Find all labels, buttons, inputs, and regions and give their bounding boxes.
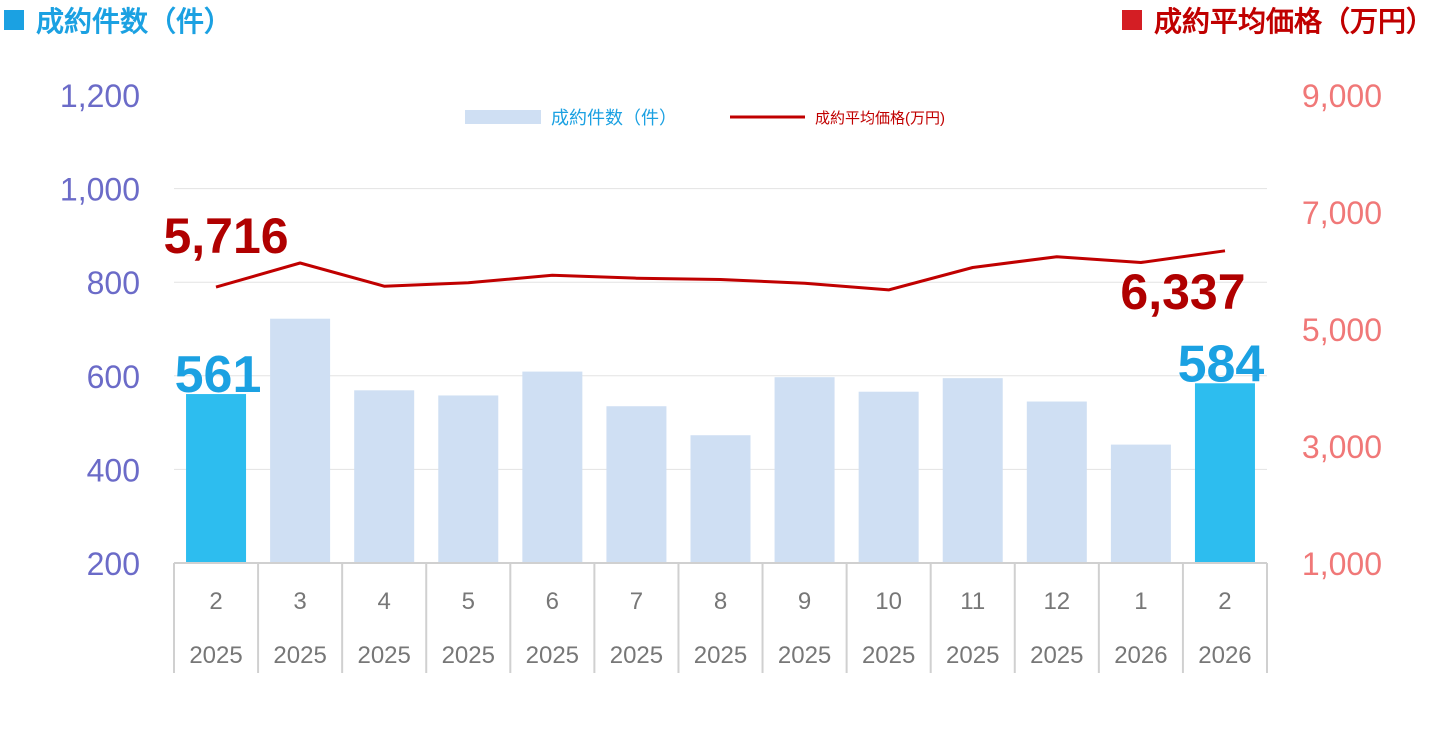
category-month-label: 10 <box>875 588 902 615</box>
category-year-label: 2026 <box>1198 642 1251 669</box>
bar <box>942 378 1003 563</box>
left-axis-tick-label: 200 <box>87 546 140 582</box>
legend-bar-label: 成約件数（件） <box>551 108 677 128</box>
bar <box>606 406 667 563</box>
category-month-label: 5 <box>462 588 475 615</box>
category-year-label: 2025 <box>862 642 915 669</box>
line-value-label: 6,337 <box>1120 264 1245 320</box>
category-month-label: 1 <box>1134 588 1147 615</box>
category-month-label: 2 <box>209 588 222 615</box>
bar <box>858 391 919 563</box>
axes: 200 400 600 800 1,000 1,200 1,000 3,000 5,000 7,0… <box>60 78 1382 582</box>
bar <box>774 377 835 563</box>
category-month-label: 8 <box>714 588 727 615</box>
bar <box>1194 383 1255 563</box>
category-year-label: 2025 <box>189 642 242 669</box>
bar-series <box>186 318 1255 563</box>
left-axis-tick-label: 600 <box>87 359 140 395</box>
category-month-label: 12 <box>1043 588 1070 615</box>
category-month-label: 2 <box>1218 588 1231 615</box>
category-month-label: 11 <box>960 588 985 615</box>
right-axis-tick-label: 3,000 <box>1302 429 1382 465</box>
category-month-label: 4 <box>378 588 391 615</box>
legend-bar-swatch <box>465 110 541 124</box>
category-year-label: 2025 <box>610 642 663 669</box>
legend: 成約件数（件） 成約平均価格(万円) <box>465 108 945 128</box>
category-axis: 2 2025 3 2025 4 2025 5 2025 6 2025 7 2025 8 2025 9 2025… <box>173 562 1268 673</box>
bar <box>186 394 247 563</box>
legend-line-label: 成約平均価格(万円) <box>815 110 945 127</box>
left-axis-tick-label: 1,200 <box>60 78 140 114</box>
data-labels: 561 584 5,716 6,337 <box>163 208 1264 404</box>
bar <box>1026 401 1087 563</box>
category-year-label: 2025 <box>1030 642 1083 669</box>
category-month-label: 3 <box>293 588 306 615</box>
line-series-square-icon <box>1121 10 1142 30</box>
bar <box>354 390 415 563</box>
right-axis-tick-label: 1,000 <box>1302 546 1382 582</box>
bar-value-label: 561 <box>175 346 262 404</box>
category-year-label: 2025 <box>442 642 495 669</box>
category-year-label: 2025 <box>273 642 326 669</box>
right-axis-header-label: 成約平均価格（万円） <box>1153 5 1434 38</box>
category-year-label: 2026 <box>1114 642 1167 669</box>
bar-value-label: 584 <box>1178 335 1265 393</box>
bar <box>522 371 583 563</box>
category-month-label: 7 <box>630 588 643 615</box>
category-year-label: 2025 <box>357 642 410 669</box>
right-axis-tick-label: 7,000 <box>1302 195 1382 231</box>
category-month-label: 6 <box>546 588 559 615</box>
bar <box>438 395 499 563</box>
left-axis-header-label: 成約件数（件） <box>36 5 233 38</box>
gridlines <box>174 188 1267 470</box>
category-month-label: 9 <box>798 588 811 615</box>
bar <box>1110 444 1171 563</box>
category-year-label: 2025 <box>946 642 999 669</box>
left-axis-header: 成約件数（件） <box>4 0 232 40</box>
bar <box>690 435 751 563</box>
bar-series-square-icon <box>4 10 24 30</box>
left-axis-tick-label: 400 <box>87 452 140 488</box>
line-series <box>215 249 1226 292</box>
category-year-label: 2025 <box>778 642 831 669</box>
left-axis-tick-label: 1,000 <box>60 172 140 208</box>
category-year-label: 2025 <box>526 642 579 669</box>
right-axis-tick-label: 9,000 <box>1302 78 1382 114</box>
right-axis-header: 成約平均価格（万円） <box>1121 0 1434 40</box>
left-axis-tick-label: 800 <box>87 265 140 301</box>
right-axis-tick-label: 5,000 <box>1302 312 1382 348</box>
category-year-label: 2025 <box>694 642 747 669</box>
line-value-label: 5,716 <box>163 208 288 264</box>
bar <box>270 318 331 563</box>
price-line <box>215 249 1226 292</box>
